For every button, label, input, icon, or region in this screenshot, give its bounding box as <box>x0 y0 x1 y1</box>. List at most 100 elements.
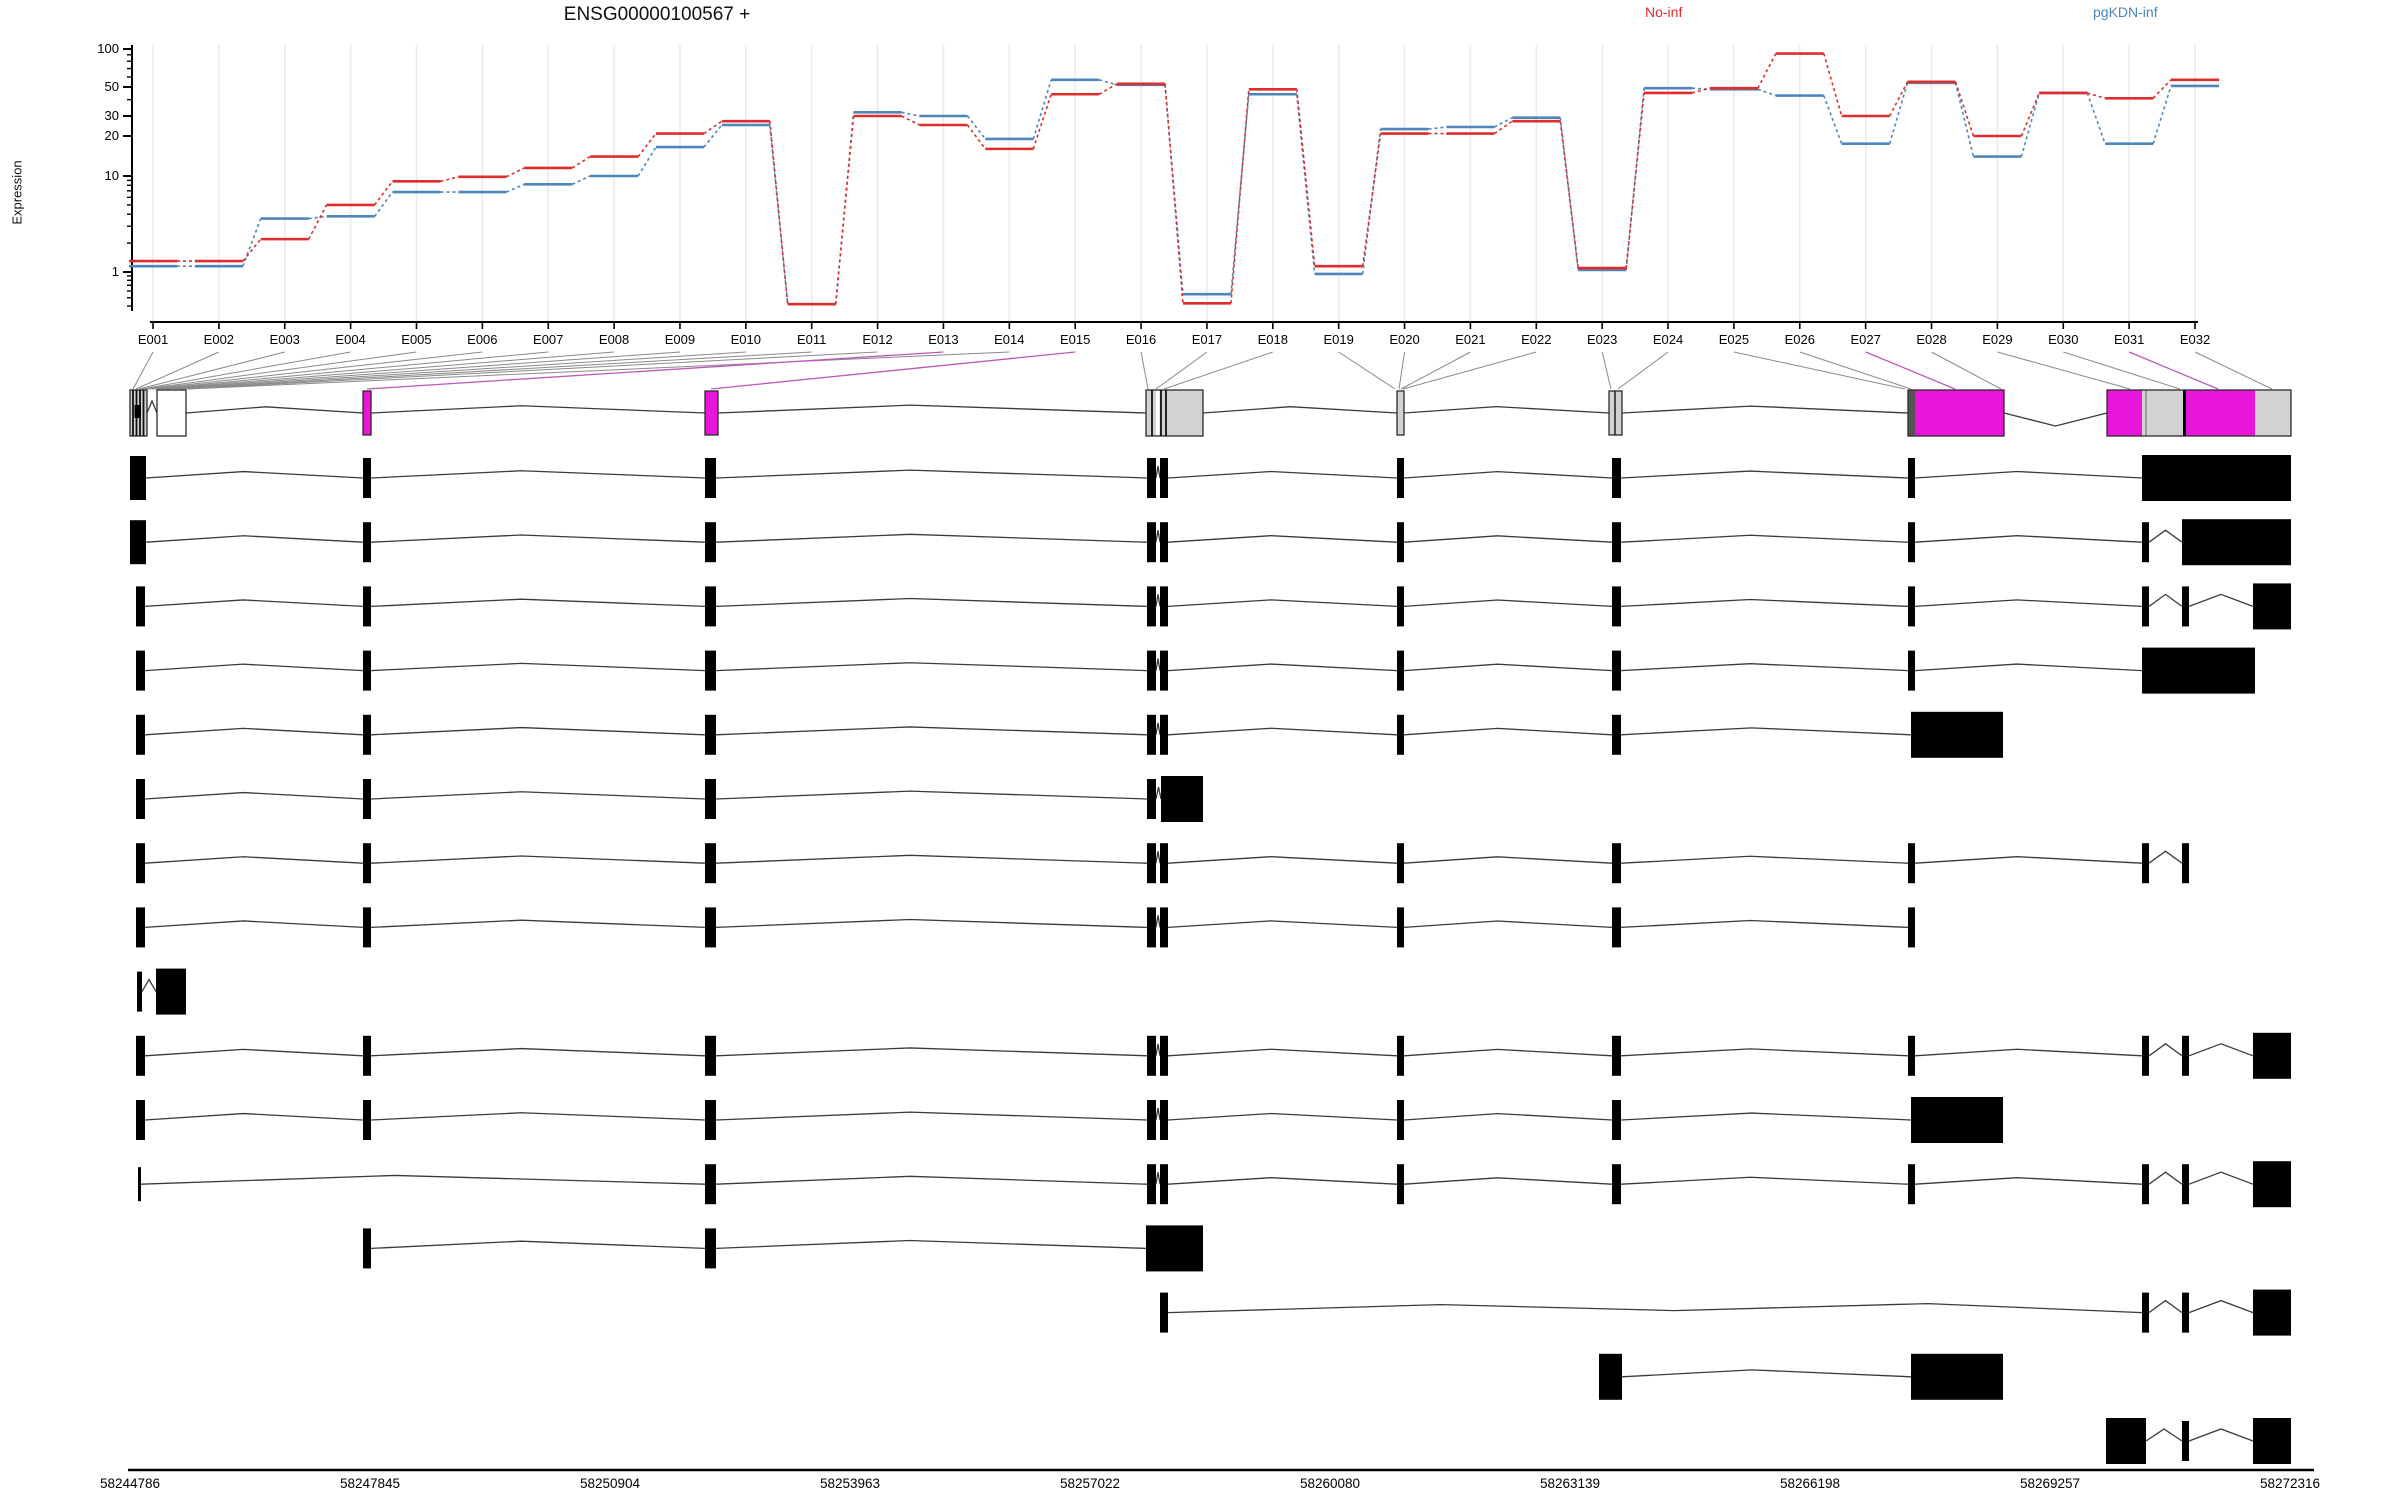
exon <box>1908 1164 1915 1205</box>
exon <box>136 1100 145 1140</box>
svg-text:58260080: 58260080 <box>1300 1476 1360 1491</box>
transcript-row-13 <box>363 1225 1203 1272</box>
exon <box>1612 907 1621 948</box>
exon <box>705 714 716 755</box>
exon <box>1146 1225 1203 1272</box>
transcript-row-1 <box>130 455 2291 501</box>
chart-gridlines <box>152 45 2196 322</box>
exon <box>2253 1289 2291 1336</box>
exon <box>705 586 716 627</box>
exon <box>705 907 716 948</box>
exon <box>2253 1161 2291 1208</box>
exon <box>1612 1100 1621 1140</box>
exon <box>1908 522 1915 563</box>
svg-text:58257022: 58257022 <box>1060 1476 1120 1491</box>
svg-text:E018: E018 <box>1258 332 1288 347</box>
exon <box>1612 586 1621 627</box>
transcript-row-7 <box>136 843 2189 884</box>
exon <box>2182 843 2189 884</box>
exon <box>2142 647 2255 694</box>
transcript-row-5 <box>136 711 2003 758</box>
exon <box>2142 586 2149 627</box>
transcript-row-11 <box>136 1097 2003 1143</box>
exon <box>1397 714 1404 755</box>
exon <box>363 1100 371 1140</box>
transcript-row-12 <box>138 1161 2291 1208</box>
exon <box>1397 458 1404 498</box>
svg-text:30: 30 <box>105 108 119 123</box>
svg-text:E027: E027 <box>1850 332 1880 347</box>
svg-text:E021: E021 <box>1455 332 1485 347</box>
svg-text:100: 100 <box>97 41 119 56</box>
exon <box>136 714 145 755</box>
svg-text:E008: E008 <box>599 332 629 347</box>
svg-text:E026: E026 <box>1785 332 1815 347</box>
exon <box>2253 583 2291 630</box>
exon <box>2182 1164 2189 1205</box>
exon <box>1908 650 1915 691</box>
exon <box>1908 458 1915 498</box>
svg-text:E025: E025 <box>1719 332 1749 347</box>
exon <box>137 971 142 1012</box>
exon <box>1612 714 1621 755</box>
exon <box>1147 650 1156 691</box>
svg-text:E004: E004 <box>335 332 365 347</box>
svg-text:E017: E017 <box>1192 332 1222 347</box>
exon <box>1147 1035 1156 1076</box>
exon <box>1160 458 1168 498</box>
exon <box>1397 1164 1404 1205</box>
exon <box>363 714 371 755</box>
label-leader-lines <box>132 351 2273 390</box>
svg-text:E010: E010 <box>731 332 761 347</box>
exon <box>1397 1100 1404 1140</box>
exon <box>1147 522 1156 563</box>
exon <box>2182 586 2189 627</box>
svg-text:E014: E014 <box>994 332 1024 347</box>
exon <box>136 586 145 627</box>
exon <box>1147 843 1156 884</box>
svg-text:E016: E016 <box>1126 332 1156 347</box>
exon <box>1911 1353 2003 1400</box>
exon <box>2182 519 2291 566</box>
gene-model-track <box>129 389 2292 437</box>
svg-text:50: 50 <box>105 79 119 94</box>
transcript-row-10 <box>136 1032 2291 1079</box>
svg-text:58250904: 58250904 <box>580 1476 641 1491</box>
exon <box>2182 1035 2189 1076</box>
exon <box>138 1167 141 1202</box>
transcript-row-4 <box>136 647 2255 694</box>
exon <box>1160 650 1168 691</box>
svg-text:E007: E007 <box>533 332 563 347</box>
exon <box>2253 1032 2291 1079</box>
svg-text:E029: E029 <box>1982 332 2012 347</box>
svg-text:10: 10 <box>105 168 119 183</box>
exon <box>1397 843 1404 884</box>
exon <box>1147 1164 1156 1205</box>
exon <box>1397 1035 1404 1076</box>
exon <box>363 458 371 498</box>
svg-text:58247845: 58247845 <box>340 1476 400 1491</box>
exon <box>1908 586 1915 627</box>
exon <box>363 779 371 819</box>
svg-text:E023: E023 <box>1587 332 1617 347</box>
svg-text:E012: E012 <box>862 332 892 347</box>
svg-text:E013: E013 <box>928 332 958 347</box>
exon <box>2182 1421 2189 1461</box>
exon <box>363 586 371 627</box>
svg-text:58244786: 58244786 <box>100 1476 160 1491</box>
exon <box>1612 843 1621 884</box>
exon <box>363 843 371 884</box>
svg-text:58266198: 58266198 <box>1780 1476 1840 1491</box>
exon <box>705 1100 716 1140</box>
svg-text:58263139: 58263139 <box>1540 1476 1600 1491</box>
svg-text:1: 1 <box>112 264 119 279</box>
exon-bin-labels: E001 E002 E003 E004 E005 E006 E007 E008 E009 E010… <box>138 332 2210 347</box>
exon <box>1397 650 1404 691</box>
exon <box>136 650 145 691</box>
exon <box>136 907 145 948</box>
exon <box>2142 522 2149 563</box>
exon <box>2142 1292 2149 1333</box>
svg-text:E020: E020 <box>1389 332 1419 347</box>
exon <box>1147 1100 1156 1140</box>
